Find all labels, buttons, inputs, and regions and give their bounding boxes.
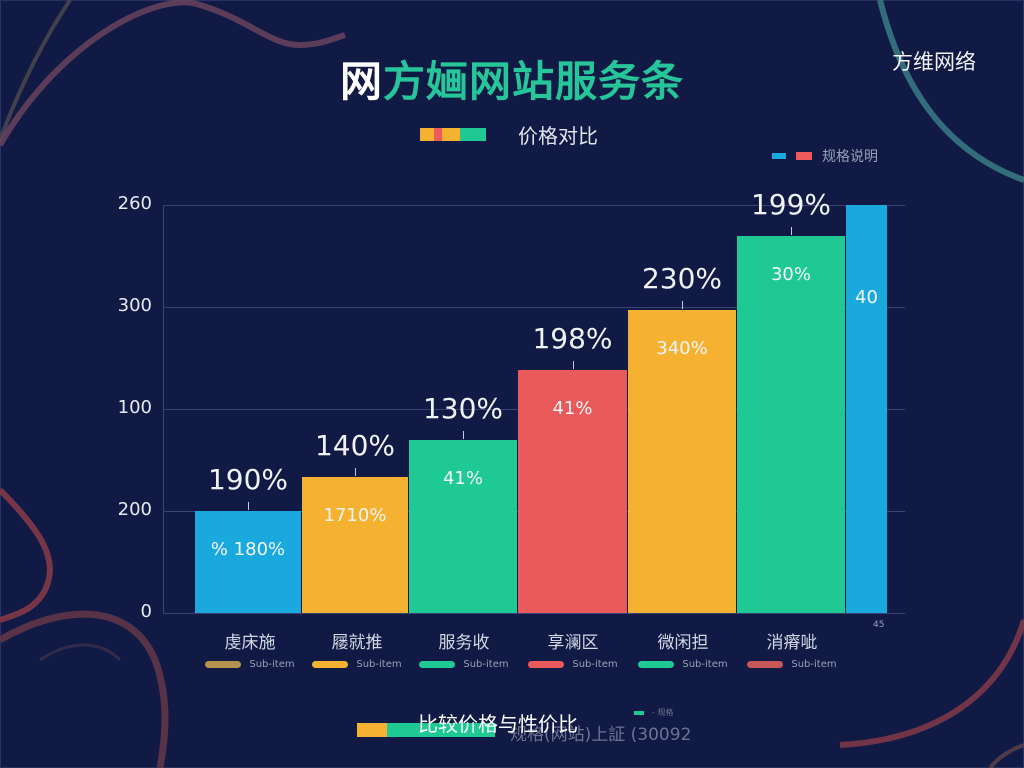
subtitle-row: 价格对比 <box>420 118 598 150</box>
category-name: 虔床施 <box>224 633 276 653</box>
bar-value-label: 41% <box>552 398 593 419</box>
category-sub-label: Sub-item <box>463 659 509 670</box>
bar-value-label: 30% <box>770 264 811 285</box>
title-first-char: 网 <box>339 57 383 106</box>
bar-top-label: 198% <box>532 322 613 355</box>
y-tick-label: 100 <box>117 397 152 418</box>
footer-bar-segment <box>387 723 495 737</box>
footer-caption: 比较价格与性价比 <box>418 712 578 736</box>
bar[interactable]: 230% 340% <box>628 262 736 613</box>
bar-top-label: 230% <box>641 262 723 295</box>
footer-bar-segment <box>357 723 387 737</box>
y-tick-label: 300 <box>117 295 152 316</box>
category-name: 服务收 <box>438 633 490 653</box>
gridline <box>163 205 905 206</box>
subtitle-bar-segment <box>460 127 486 141</box>
y-tick-label: 200 <box>117 499 152 520</box>
bar-value-label: 1710% <box>323 505 387 526</box>
bar-top-label: 130% <box>422 392 504 425</box>
category-sub: Sub-item <box>302 659 412 670</box>
category-color-pill <box>638 661 675 668</box>
category-sub-label: Sub-item <box>249 659 295 670</box>
axis-note: 45 <box>873 620 885 630</box>
bar-top-label: 140% <box>314 429 396 462</box>
footer-legend: - 规格 <box>634 707 673 718</box>
bar-tick <box>572 361 574 369</box>
category-color-pill <box>205 661 242 668</box>
category-labels: 虔床施 Sub-item 屦就推 Sub-item 服务收 Sub-item 享澜区 Sub-… <box>195 628 845 688</box>
bar-top-label: 199% <box>750 188 832 221</box>
category-label: 虔床施 Sub-item <box>195 628 305 670</box>
legend-swatch-blue <box>772 153 786 159</box>
category-color-pill <box>528 661 565 668</box>
brand-name: 方维网络 <box>892 50 976 74</box>
category-sub-label: Sub-item <box>682 659 728 670</box>
category-label: 屦就推 Sub-item <box>302 628 412 670</box>
legend-label: 规格说明 <box>822 149 878 165</box>
category-name: 微闲担 <box>657 633 709 653</box>
bar-tick <box>248 502 249 510</box>
bar[interactable]: 199% 30% <box>737 188 845 613</box>
footer-ghost-text: 规格(网站)上証 (30092 <box>510 725 692 745</box>
bar[interactable]: 130% 41% <box>409 392 517 613</box>
gridline <box>163 613 905 614</box>
page-title: 网方婳网站服务条 <box>0 52 1024 112</box>
category-label: 消瘠呲 Sub-item <box>737 628 847 670</box>
footer-legend-label: - 规格 <box>652 708 674 717</box>
bar-value-label: % 180% <box>210 539 286 560</box>
bar-tick <box>791 227 792 235</box>
category-sub: Sub-item <box>737 659 847 670</box>
footer-color-bar <box>357 723 495 737</box>
category-sub: Sub-item <box>628 659 738 670</box>
category-name: 屦就推 <box>331 633 383 653</box>
bar-tick <box>355 468 356 476</box>
bar-top-label: 190% <box>207 463 289 496</box>
footer-legend-swatch <box>634 710 644 715</box>
title-rest: 方婳网站服务条 <box>383 57 685 106</box>
bar[interactable]: 190% % 180% <box>195 463 301 613</box>
chart-subtitle: 价格对比 <box>518 123 598 148</box>
y-tick-label: 0 <box>140 601 152 622</box>
bar-value-label: 40 <box>855 287 878 308</box>
category-name: 享澜区 <box>547 633 599 653</box>
category-color-pill <box>312 661 349 668</box>
subtitle-bar-segment <box>420 127 434 141</box>
category-sub: Sub-item <box>409 659 519 670</box>
chart-plot-area: 190% % 180% 140% 1710% 130% 41% 198% 41% 230% 340… <box>163 188 905 614</box>
bar-tick <box>682 301 683 309</box>
category-sub: Sub-item <box>195 659 305 670</box>
bar[interactable]: 198% 41% <box>518 322 627 613</box>
bar-value-label: 41% <box>442 468 483 489</box>
category-label: 享澜区 Sub-item <box>518 628 628 670</box>
y-tick-label: 260 <box>117 193 152 214</box>
category-sub: Sub-item <box>518 659 628 670</box>
subtitle-color-bar <box>420 127 486 141</box>
bar-value-label: 340% <box>656 338 708 359</box>
bar-tick <box>463 431 464 439</box>
subtitle-bar-segment <box>442 127 460 141</box>
category-color-pill <box>747 661 784 668</box>
category-sub-label: Sub-item <box>356 659 402 670</box>
bar[interactable]: 140% 1710% <box>302 429 408 613</box>
category-label: 微闲担 Sub-item <box>628 628 738 670</box>
category-color-pill <box>419 661 456 668</box>
category-sub-label: Sub-item <box>791 659 837 670</box>
legend-swatch-red <box>796 152 812 160</box>
category-name: 消瘠呲 <box>766 633 818 653</box>
category-label: 服务收 Sub-item <box>409 628 519 670</box>
subtitle-bar-segment <box>434 127 442 141</box>
gridline <box>163 307 905 308</box>
bar[interactable]: 40 <box>846 205 887 613</box>
category-sub-label: Sub-item <box>572 659 618 670</box>
chart-legend: 规格说明 <box>772 146 878 166</box>
